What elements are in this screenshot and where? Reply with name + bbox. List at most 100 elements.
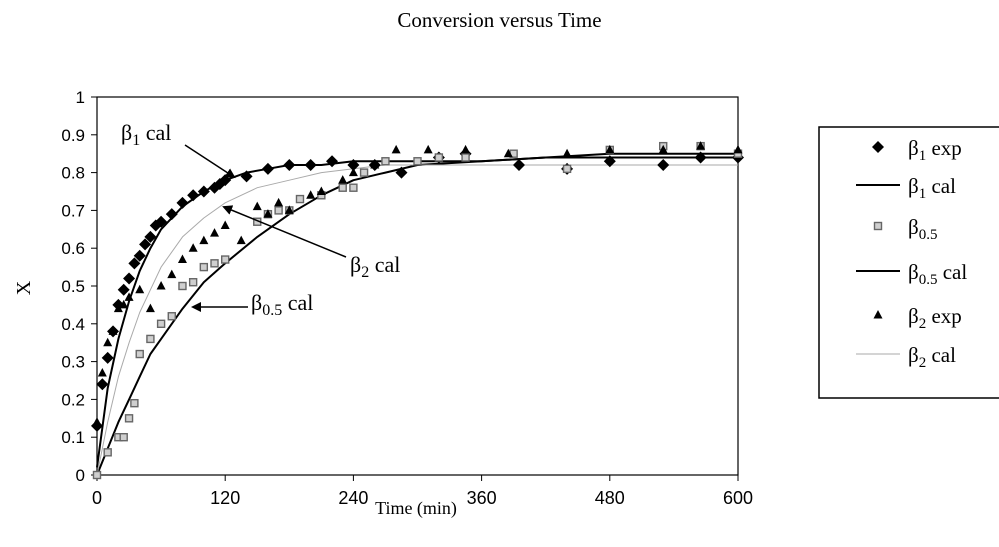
- data-point: [562, 164, 572, 174]
- data-point: [167, 312, 176, 321]
- series: [96, 164, 738, 476]
- annotation-arrow: [184, 144, 236, 179]
- data-point: [178, 281, 187, 291]
- data-point: [461, 144, 471, 154]
- data-point: [108, 326, 118, 335]
- data-point: [512, 159, 525, 172]
- y-axis-label: X: [13, 280, 35, 295]
- data-point: [220, 255, 230, 264]
- data-point: [124, 292, 134, 301]
- legend-label-subscript: 2: [919, 355, 927, 371]
- data-point: [130, 398, 139, 408]
- legend-label: β1 cal: [908, 174, 956, 202]
- data-point: [338, 183, 347, 192]
- x-axis-label: Time (min): [375, 498, 457, 519]
- y-tick-label: 0.5: [61, 277, 85, 296]
- legend-marker: [873, 310, 883, 319]
- data-point: [210, 228, 220, 237]
- legend-marker: [872, 141, 884, 153]
- data-point: [261, 162, 274, 175]
- data-point: [119, 299, 129, 309]
- data-point: [92, 417, 102, 426]
- series: [96, 152, 738, 476]
- data-point: [188, 243, 198, 252]
- y-tick-label: 0.1: [61, 428, 85, 447]
- legend-label-base: β: [908, 215, 919, 239]
- data-point: [135, 349, 144, 359]
- data-point: [236, 235, 246, 245]
- y-tick-label: 0.7: [61, 201, 85, 220]
- annotation-label-base: β: [350, 252, 361, 277]
- annotation-label-subscript: 1: [132, 132, 140, 149]
- series-layer: [91, 141, 744, 480]
- data-point: [381, 157, 390, 166]
- annotation-label: β2 cal: [350, 252, 400, 281]
- legend-label-suffix: cal: [926, 343, 956, 367]
- data-point: [155, 215, 168, 228]
- data-point: [103, 448, 112, 457]
- legend-label-base: β: [908, 304, 919, 328]
- y-tick-label: 0.2: [61, 390, 85, 409]
- data-point: [395, 166, 408, 179]
- annotation-label-base: β: [251, 290, 262, 315]
- annotation-label: β0.5 cal: [251, 290, 313, 319]
- data-point: [188, 278, 198, 287]
- data-point: [658, 144, 668, 154]
- data-point: [434, 153, 444, 162]
- data-point: [97, 367, 107, 377]
- legend-label-suffix: exp: [926, 136, 962, 160]
- legend-label-subscript: 1: [919, 148, 927, 164]
- data-point: [156, 319, 166, 328]
- x-tick-label: 480: [595, 488, 625, 508]
- data-point: [413, 157, 422, 166]
- data-point: [240, 170, 253, 183]
- data-point: [167, 269, 177, 279]
- data-point: [284, 205, 294, 214]
- data-point: [135, 284, 145, 294]
- data-point: [316, 186, 326, 195]
- data-point: [133, 249, 146, 262]
- legend-label-subscript: 1: [919, 186, 927, 202]
- data-point: [347, 159, 360, 172]
- data-point: [139, 238, 152, 251]
- legend-label-base: β: [908, 260, 919, 284]
- annotation-label-suffix: cal: [282, 290, 313, 315]
- series-line: [96, 156, 738, 468]
- data-point: [349, 183, 358, 192]
- data-point: [103, 337, 113, 347]
- data-point: [274, 197, 284, 207]
- series: [91, 147, 744, 432]
- y-tick-label: 0.9: [61, 126, 85, 145]
- x-tick-label: 240: [338, 488, 368, 508]
- x-tick-label: 600: [723, 488, 753, 508]
- data-point: [210, 259, 219, 268]
- legend-label: β0.5 cal: [908, 260, 967, 288]
- data-point: [306, 190, 316, 199]
- data-point: [177, 254, 187, 264]
- x-tick-label: 0: [92, 488, 102, 508]
- series: [96, 156, 738, 468]
- legend-label-subscript: 0.5: [919, 227, 938, 243]
- series-line: [96, 152, 738, 476]
- annotation-label-suffix: cal: [140, 120, 171, 145]
- legend-box: [818, 126, 999, 399]
- y-tick-label: 0.3: [61, 353, 85, 372]
- data-point: [128, 257, 141, 270]
- data-point: [694, 151, 707, 164]
- data-point: [603, 155, 616, 168]
- annotation-label: β1 cal: [121, 120, 171, 149]
- data-point: [338, 175, 348, 184]
- data-point: [370, 160, 380, 169]
- legend-label: β0.5: [908, 215, 937, 243]
- legend-label-suffix: cal: [926, 174, 956, 198]
- data-point: [144, 230, 157, 243]
- data-point: [295, 194, 305, 204]
- data-point: [119, 433, 128, 442]
- data-point: [326, 155, 339, 168]
- data-point: [423, 144, 433, 154]
- x-tick-label: 360: [467, 488, 497, 508]
- data-point: [348, 167, 358, 177]
- data-point: [197, 185, 210, 198]
